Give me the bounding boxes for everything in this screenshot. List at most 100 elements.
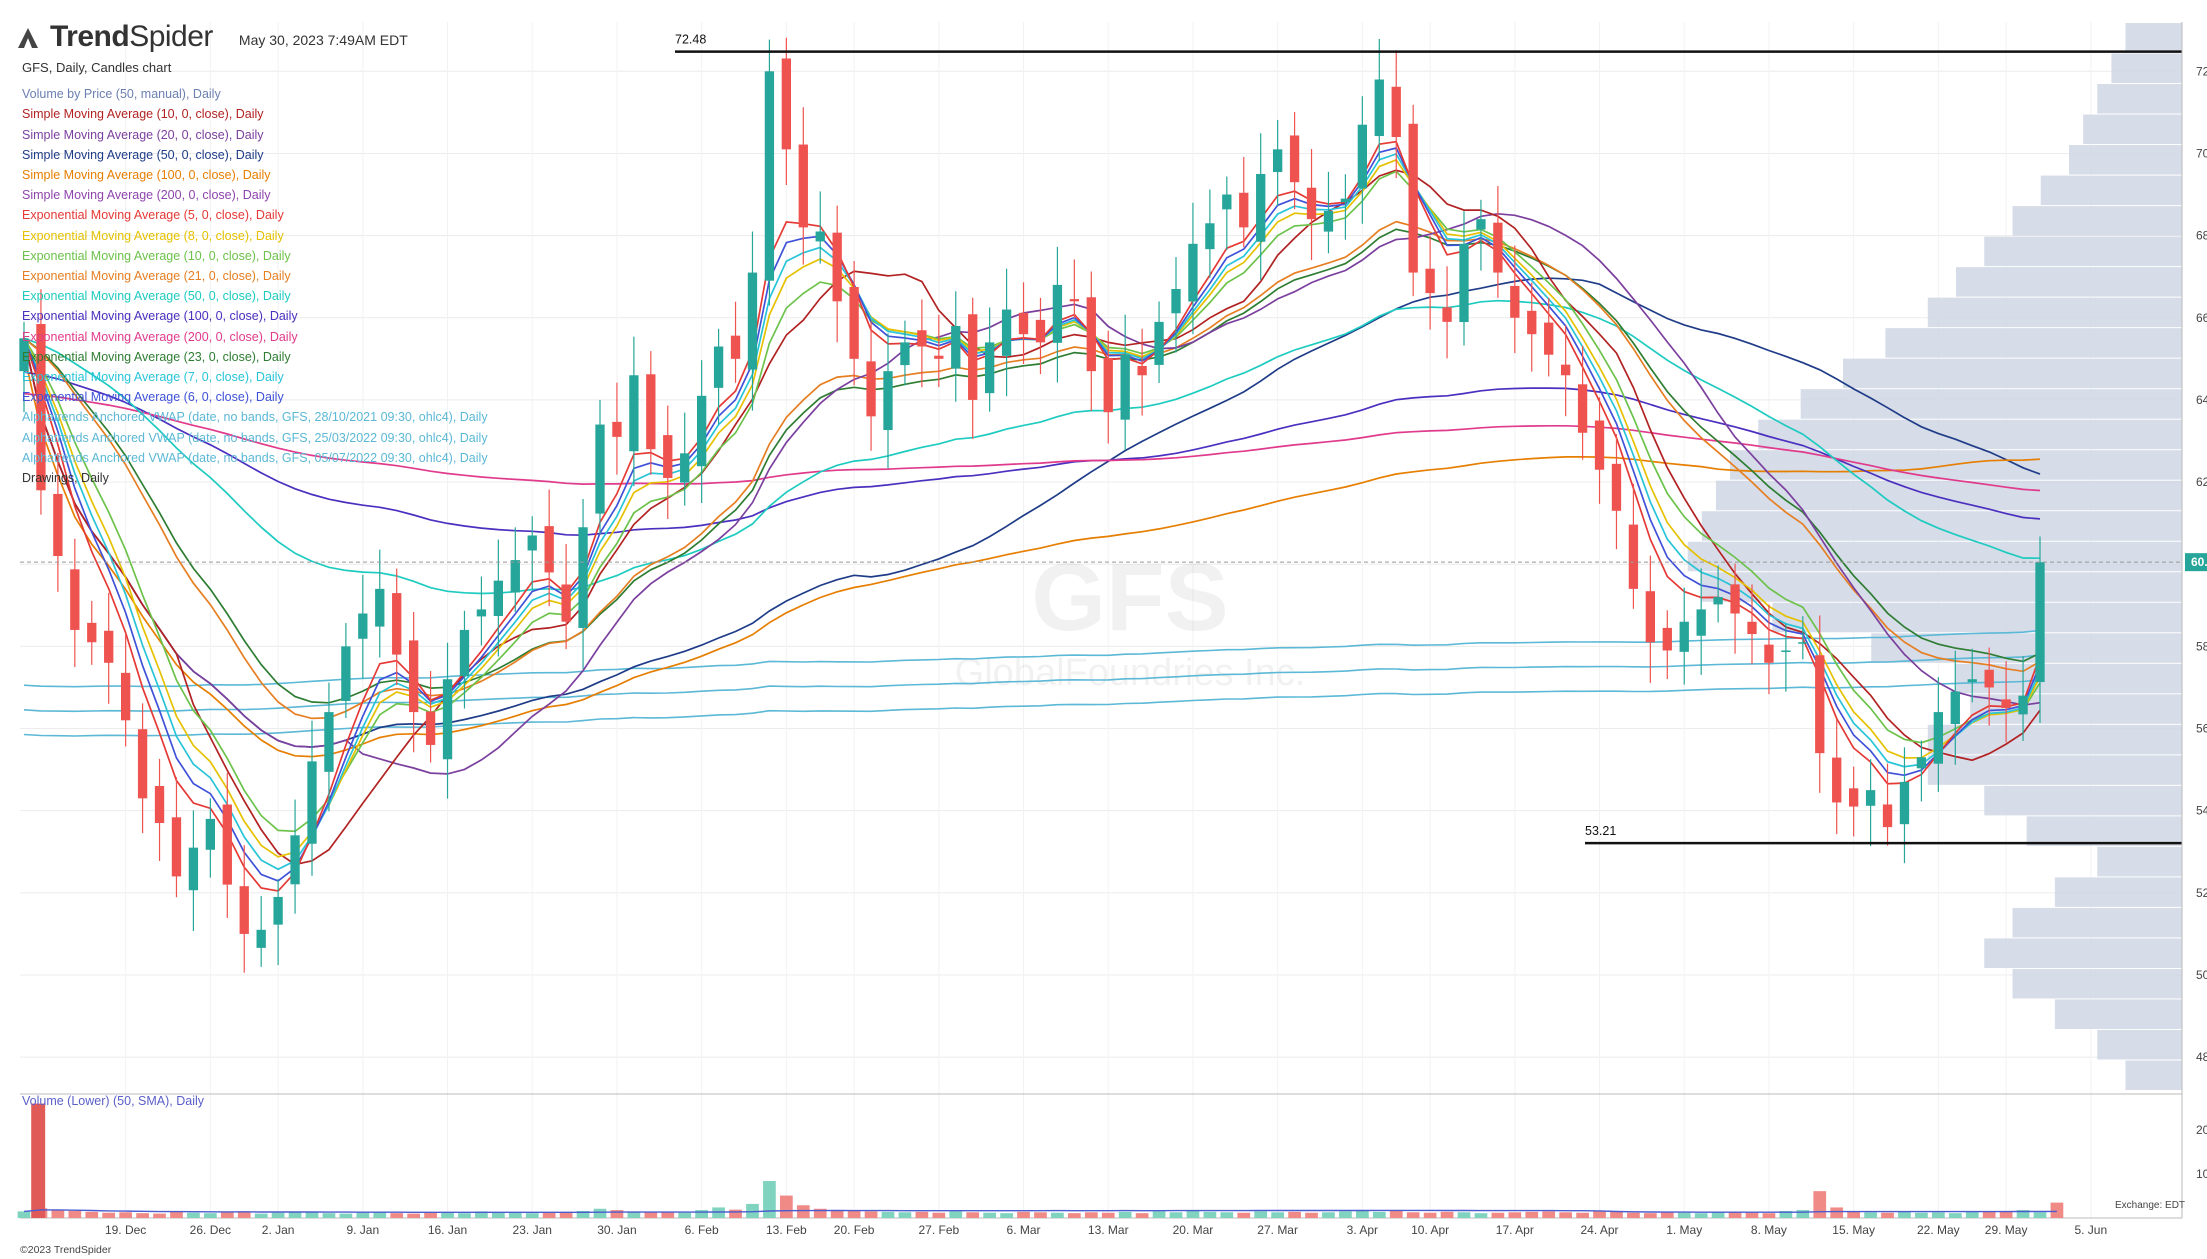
candle [1289, 135, 1300, 183]
candle [764, 71, 775, 281]
candle [781, 58, 792, 150]
legend-item[interactable]: Simple Moving Average (10, 0, close), Da… [22, 107, 264, 122]
volume-bar [1491, 1212, 1505, 1218]
legend-item[interactable]: Exponential Moving Average (7, 0, close)… [22, 370, 284, 385]
volume-bar [729, 1209, 742, 1218]
last-price-badge [2185, 553, 2207, 572]
sma-20-line [23, 212, 2041, 775]
legend-item[interactable]: Exponential Moving Average (21, 0, close… [22, 269, 291, 284]
volume-by-price-bar [2040, 175, 2182, 206]
volume-bar [102, 1212, 116, 1218]
legend-item[interactable]: Simple Moving Average (200, 0, close), D… [22, 188, 271, 203]
price-tick-label: 48.00 [2196, 1050, 2207, 1064]
date-tick-label: 1. May [1666, 1223, 1702, 1237]
candle [1594, 420, 1605, 470]
volume-by-price-bar [2125, 23, 2182, 53]
candle [730, 335, 741, 359]
volume-by-price-bar [1927, 297, 2182, 328]
volume-bar [1915, 1212, 1928, 1218]
volume-bar [1423, 1212, 1437, 1218]
volume-bar [1356, 1210, 1369, 1218]
legend-item[interactable]: Exponential Moving Average (200, 0, clos… [22, 329, 298, 344]
legend-item[interactable]: Simple Moving Average (20, 0, close), Da… [22, 127, 264, 142]
legend-item[interactable]: Exponential Moving Average (8, 0, close)… [22, 228, 284, 243]
candle [1442, 307, 1452, 322]
candle [1696, 609, 1706, 636]
candle [595, 424, 605, 514]
legend-item[interactable]: Alphatrends Anchored VWAP (date, no band… [22, 450, 488, 465]
candle [256, 929, 266, 948]
volume-by-price-bar [2012, 968, 2182, 999]
ema-50-line [23, 299, 2041, 595]
legend-item[interactable]: Exponential Moving Average (5, 0, close)… [22, 208, 284, 223]
volume-bar [356, 1212, 370, 1218]
watermark-symbol: GFS [1031, 544, 1228, 651]
candle [154, 786, 165, 823]
candle [53, 493, 63, 556]
candle [561, 584, 571, 622]
volume-bar [1186, 1210, 1200, 1218]
volume-by-price-bar [2097, 846, 2182, 877]
volume-bar [915, 1211, 929, 1218]
candle [866, 361, 876, 417]
date-tick-label: 5. Jun [2074, 1223, 2107, 1237]
volume-bar [1847, 1211, 1860, 1218]
price-tick-label: 64.00 [2196, 393, 2207, 407]
candle [1222, 194, 1232, 210]
legend-item[interactable]: Simple Moving Average (50, 0, close), Da… [22, 147, 264, 162]
legend-item[interactable]: Exponential Moving Average (100, 0, clos… [22, 309, 298, 324]
volume-bar [1322, 1212, 1335, 1218]
legend-item[interactable]: Alphatrends Anchored VWAP (date, no band… [22, 410, 488, 425]
date-tick-label: 6. Feb [685, 1223, 719, 1237]
volume-bar [1576, 1212, 1589, 1218]
volume-bar [339, 1213, 353, 1218]
date-tick-label: 16. Jan [428, 1223, 467, 1237]
candle [1967, 679, 1977, 683]
volume-bar [1813, 1191, 1827, 1218]
volume-bar [695, 1210, 708, 1218]
volume-bar [881, 1211, 895, 1218]
date-tick-label: 20. Feb [834, 1223, 875, 1237]
volume-bar [898, 1212, 912, 1218]
legend-item[interactable]: Exponential Moving Average (23, 0, close… [22, 349, 291, 364]
candle [1628, 524, 1639, 589]
volume-bar [1677, 1212, 1691, 1218]
date-tick-label: 17. Apr [1496, 1223, 1534, 1237]
legend-item[interactable]: Exponential Moving Average (6, 0, close)… [22, 390, 284, 405]
legend-item[interactable]: Alphatrends Anchored VWAP (date, no band… [22, 430, 488, 445]
date-tick-label: 10. Apr [1411, 1223, 1449, 1237]
timestamp: May 30, 2023 7:49AM EDT [238, 32, 408, 48]
legend-item[interactable]: Exponential Moving Average (10, 0, close… [22, 248, 291, 263]
volume-bar [237, 1211, 251, 1218]
candle [1323, 210, 1334, 232]
date-tick-label: 9. Jan [346, 1223, 379, 1237]
volume-bar [1711, 1212, 1725, 1218]
volume-by-price-bar [1927, 724, 2182, 755]
candle [1103, 357, 1113, 413]
candle [239, 886, 249, 934]
candle [1764, 644, 1774, 663]
volume-by-price-bar [1984, 938, 2182, 968]
candle [1798, 642, 1808, 644]
candle [968, 314, 978, 400]
date-tick-label: 3. Apr [1347, 1223, 1378, 1237]
volume-bar [678, 1212, 692, 1218]
legend-item[interactable]: Drawings, Daily [22, 471, 109, 486]
price-tick-label: 54.00 [2196, 804, 2207, 818]
candle [442, 679, 453, 760]
candle [1611, 463, 1622, 511]
header: TrendSpider May 30, 2023 7:49AM EDT [16, 20, 408, 54]
candle [1882, 804, 1893, 828]
legend-item[interactable]: Simple Moving Average (100, 0, close), D… [22, 168, 271, 183]
legend-item[interactable]: Exponential Moving Average (50, 0, close… [22, 289, 291, 304]
volume-bar [119, 1212, 132, 1218]
candle [646, 374, 656, 450]
volume-bar [187, 1212, 200, 1218]
candle [1154, 321, 1164, 365]
sma-100-line [23, 353, 2041, 758]
candle [1527, 310, 1537, 335]
candle [1662, 627, 1672, 651]
legend-item[interactable]: Volume by Price (50, manual), Daily [22, 87, 221, 102]
volume-bar [864, 1211, 878, 1218]
